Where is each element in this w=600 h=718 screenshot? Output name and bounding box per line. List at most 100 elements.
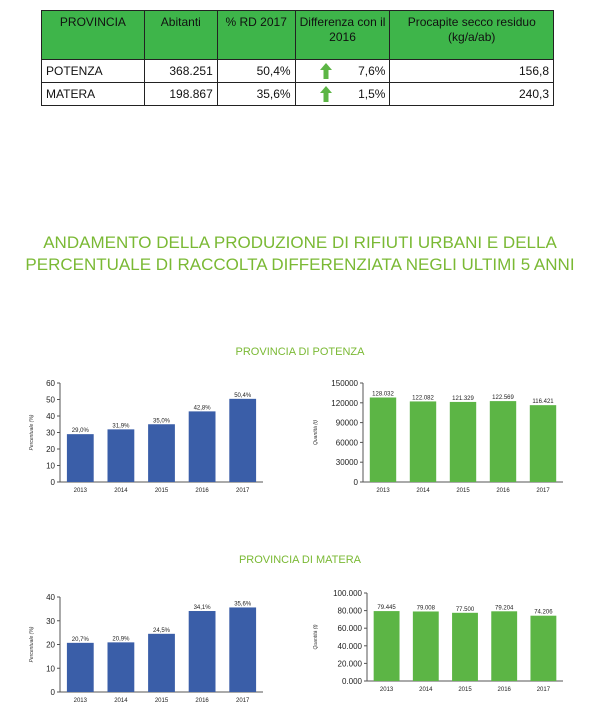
- bar-data-label: 122.082: [412, 395, 434, 401]
- section-heading: ANDAMENTO DELLA PRODUZIONE DI RIFIUTI UR…: [0, 232, 600, 276]
- y-tick-label: 10: [46, 664, 55, 673]
- bar-data-label: 79.204: [495, 605, 514, 611]
- bar: [229, 607, 257, 692]
- y-tick-label: 0: [354, 478, 359, 487]
- y-tick-label: 90000: [336, 419, 359, 428]
- chart-matera-quantita: 0.000 20.000 40.000 60.000 80.000 100.000 Quan…: [313, 589, 563, 693]
- x-tick-label: 2015: [155, 698, 169, 704]
- x-tick-label: 2013: [74, 488, 88, 494]
- bar-data-label: 20,9%: [112, 636, 130, 642]
- x-tick-label: 2016: [195, 698, 209, 704]
- bar-data-label: 74.206: [534, 610, 553, 616]
- bar: [530, 615, 557, 681]
- chart-matera-percentuale: 0 10 20 30 40 Percentuale (%) 20,7% 2013 20,9% 20…: [29, 593, 263, 704]
- y-tick-label: 50: [46, 396, 55, 405]
- y-tick-label: 80.000: [338, 607, 363, 616]
- header-differenza: Differenza con il 2016: [294, 10, 391, 60]
- y-tick-label: 20: [46, 641, 55, 650]
- chart-potenza-quantita: 0 30000 60000 90000 120000 150000 Quantità (t)…: [313, 379, 563, 494]
- cell-differenza: 1,5%: [294, 82, 391, 106]
- province-table: PROVINCIA Abitanti % RD 2017 Differenza …: [41, 10, 554, 106]
- cell-provincia: MATERA: [41, 82, 145, 106]
- bar-data-label: 35,0%: [153, 418, 171, 424]
- subtitle-potenza: PROVINCIA DI POTENZA: [235, 346, 365, 358]
- y-tick-label: 0: [51, 478, 56, 487]
- cell-procapite: 156,8: [389, 59, 554, 83]
- cell-rd: 35,6%: [216, 82, 296, 106]
- table-row: MATERA 198.867 35,6% 1,5% 240,3: [41, 82, 554, 106]
- x-tick-label: 2013: [74, 698, 88, 704]
- bar: [409, 401, 437, 482]
- y-tick-label: 0.000: [342, 677, 363, 686]
- header-procapite: Procapite secco residuo (kg/a/ab): [389, 10, 554, 60]
- y-tick-label: 0: [51, 688, 56, 697]
- bar-data-label: 50,4%: [234, 393, 252, 399]
- bar-data-label: 31,9%: [112, 423, 130, 429]
- bar: [489, 401, 517, 482]
- x-tick-label: 2017: [536, 488, 550, 494]
- x-tick-label: 2013: [380, 687, 394, 693]
- bar: [107, 642, 135, 692]
- bar: [188, 411, 216, 482]
- bar-data-label: 128.032: [372, 391, 394, 397]
- heading-line-2: PERCENTUALE DI RACCOLTA DIFFERENZIATA NE…: [25, 255, 575, 274]
- x-tick-label: 2015: [458, 687, 472, 693]
- bar: [66, 434, 94, 482]
- bar: [188, 611, 216, 692]
- bar: [148, 633, 175, 692]
- bar: [449, 401, 477, 482]
- cell-provincia: POTENZA: [41, 59, 145, 83]
- bar-data-label: 24,5%: [153, 628, 171, 634]
- header-abitanti: Abitanti: [143, 10, 218, 60]
- y-axis-label: Percentuale (%): [29, 626, 35, 662]
- bar-data-label: 77.500: [456, 607, 475, 613]
- y-axis-label: Quantità (t): [313, 420, 319, 445]
- subtitle-matera: PROVINCIA DI MATERA: [238, 554, 362, 566]
- differenza-value: 7,6%: [358, 64, 386, 78]
- x-tick-label: 2017: [537, 687, 551, 693]
- bar: [412, 611, 439, 681]
- cell-abitanti: 198.867: [143, 82, 218, 106]
- bar: [452, 612, 478, 681]
- y-tick-label: 150000: [331, 379, 358, 388]
- x-tick-label: 2015: [155, 488, 169, 494]
- bar-data-label: 122.569: [492, 395, 514, 401]
- x-tick-label: 2014: [114, 488, 128, 494]
- y-tick-label: 20.000: [338, 659, 363, 668]
- y-tick-label: 30: [46, 617, 55, 626]
- x-tick-label: 2013: [376, 488, 390, 494]
- cell-abitanti: 368.251: [143, 59, 218, 83]
- header-rd-2017: % RD 2017: [216, 10, 296, 60]
- y-tick-label: 120000: [331, 399, 358, 408]
- bar: [373, 611, 400, 681]
- header-provincia: PROVINCIA: [41, 10, 145, 60]
- bar-data-label: 29,0%: [72, 428, 90, 434]
- chart-potenza-percentuale: 0 10 20 30 40 50 60 Percentuale (%) 29,0% 2013 31,…: [29, 379, 263, 494]
- y-tick-label: 10: [46, 462, 55, 471]
- cell-differenza: 7,6%: [294, 59, 391, 83]
- heading-line-1: ANDAMENTO DELLA PRODUZIONE DI RIFIUTI UR…: [43, 233, 557, 252]
- x-tick-label: 2015: [456, 488, 470, 494]
- x-tick-label: 2017: [236, 698, 250, 704]
- x-tick-label: 2016: [496, 488, 510, 494]
- y-axis-label: Quantità (t): [313, 624, 319, 649]
- y-tick-label: 30: [46, 429, 55, 438]
- y-tick-label: 60000: [336, 438, 359, 447]
- y-tick-label: 60.000: [338, 624, 363, 633]
- bar: [229, 398, 257, 482]
- cell-rd: 50,4%: [216, 59, 296, 83]
- bar: [66, 642, 94, 692]
- y-tick-label: 40: [46, 593, 55, 602]
- bar: [491, 611, 518, 681]
- bar-data-label: 42,8%: [194, 405, 212, 411]
- arrow-up-icon: [319, 63, 332, 79]
- y-tick-label: 40: [46, 412, 55, 421]
- bar: [107, 429, 135, 482]
- bar-data-label: 79.008: [417, 605, 436, 611]
- y-tick-label: 20: [46, 445, 55, 454]
- y-tick-label: 60: [46, 379, 55, 388]
- cell-procapite: 240,3: [389, 82, 554, 106]
- arrow-up-icon: [319, 86, 332, 102]
- y-tick-label: 100.000: [333, 589, 362, 598]
- x-tick-label: 2016: [498, 687, 512, 693]
